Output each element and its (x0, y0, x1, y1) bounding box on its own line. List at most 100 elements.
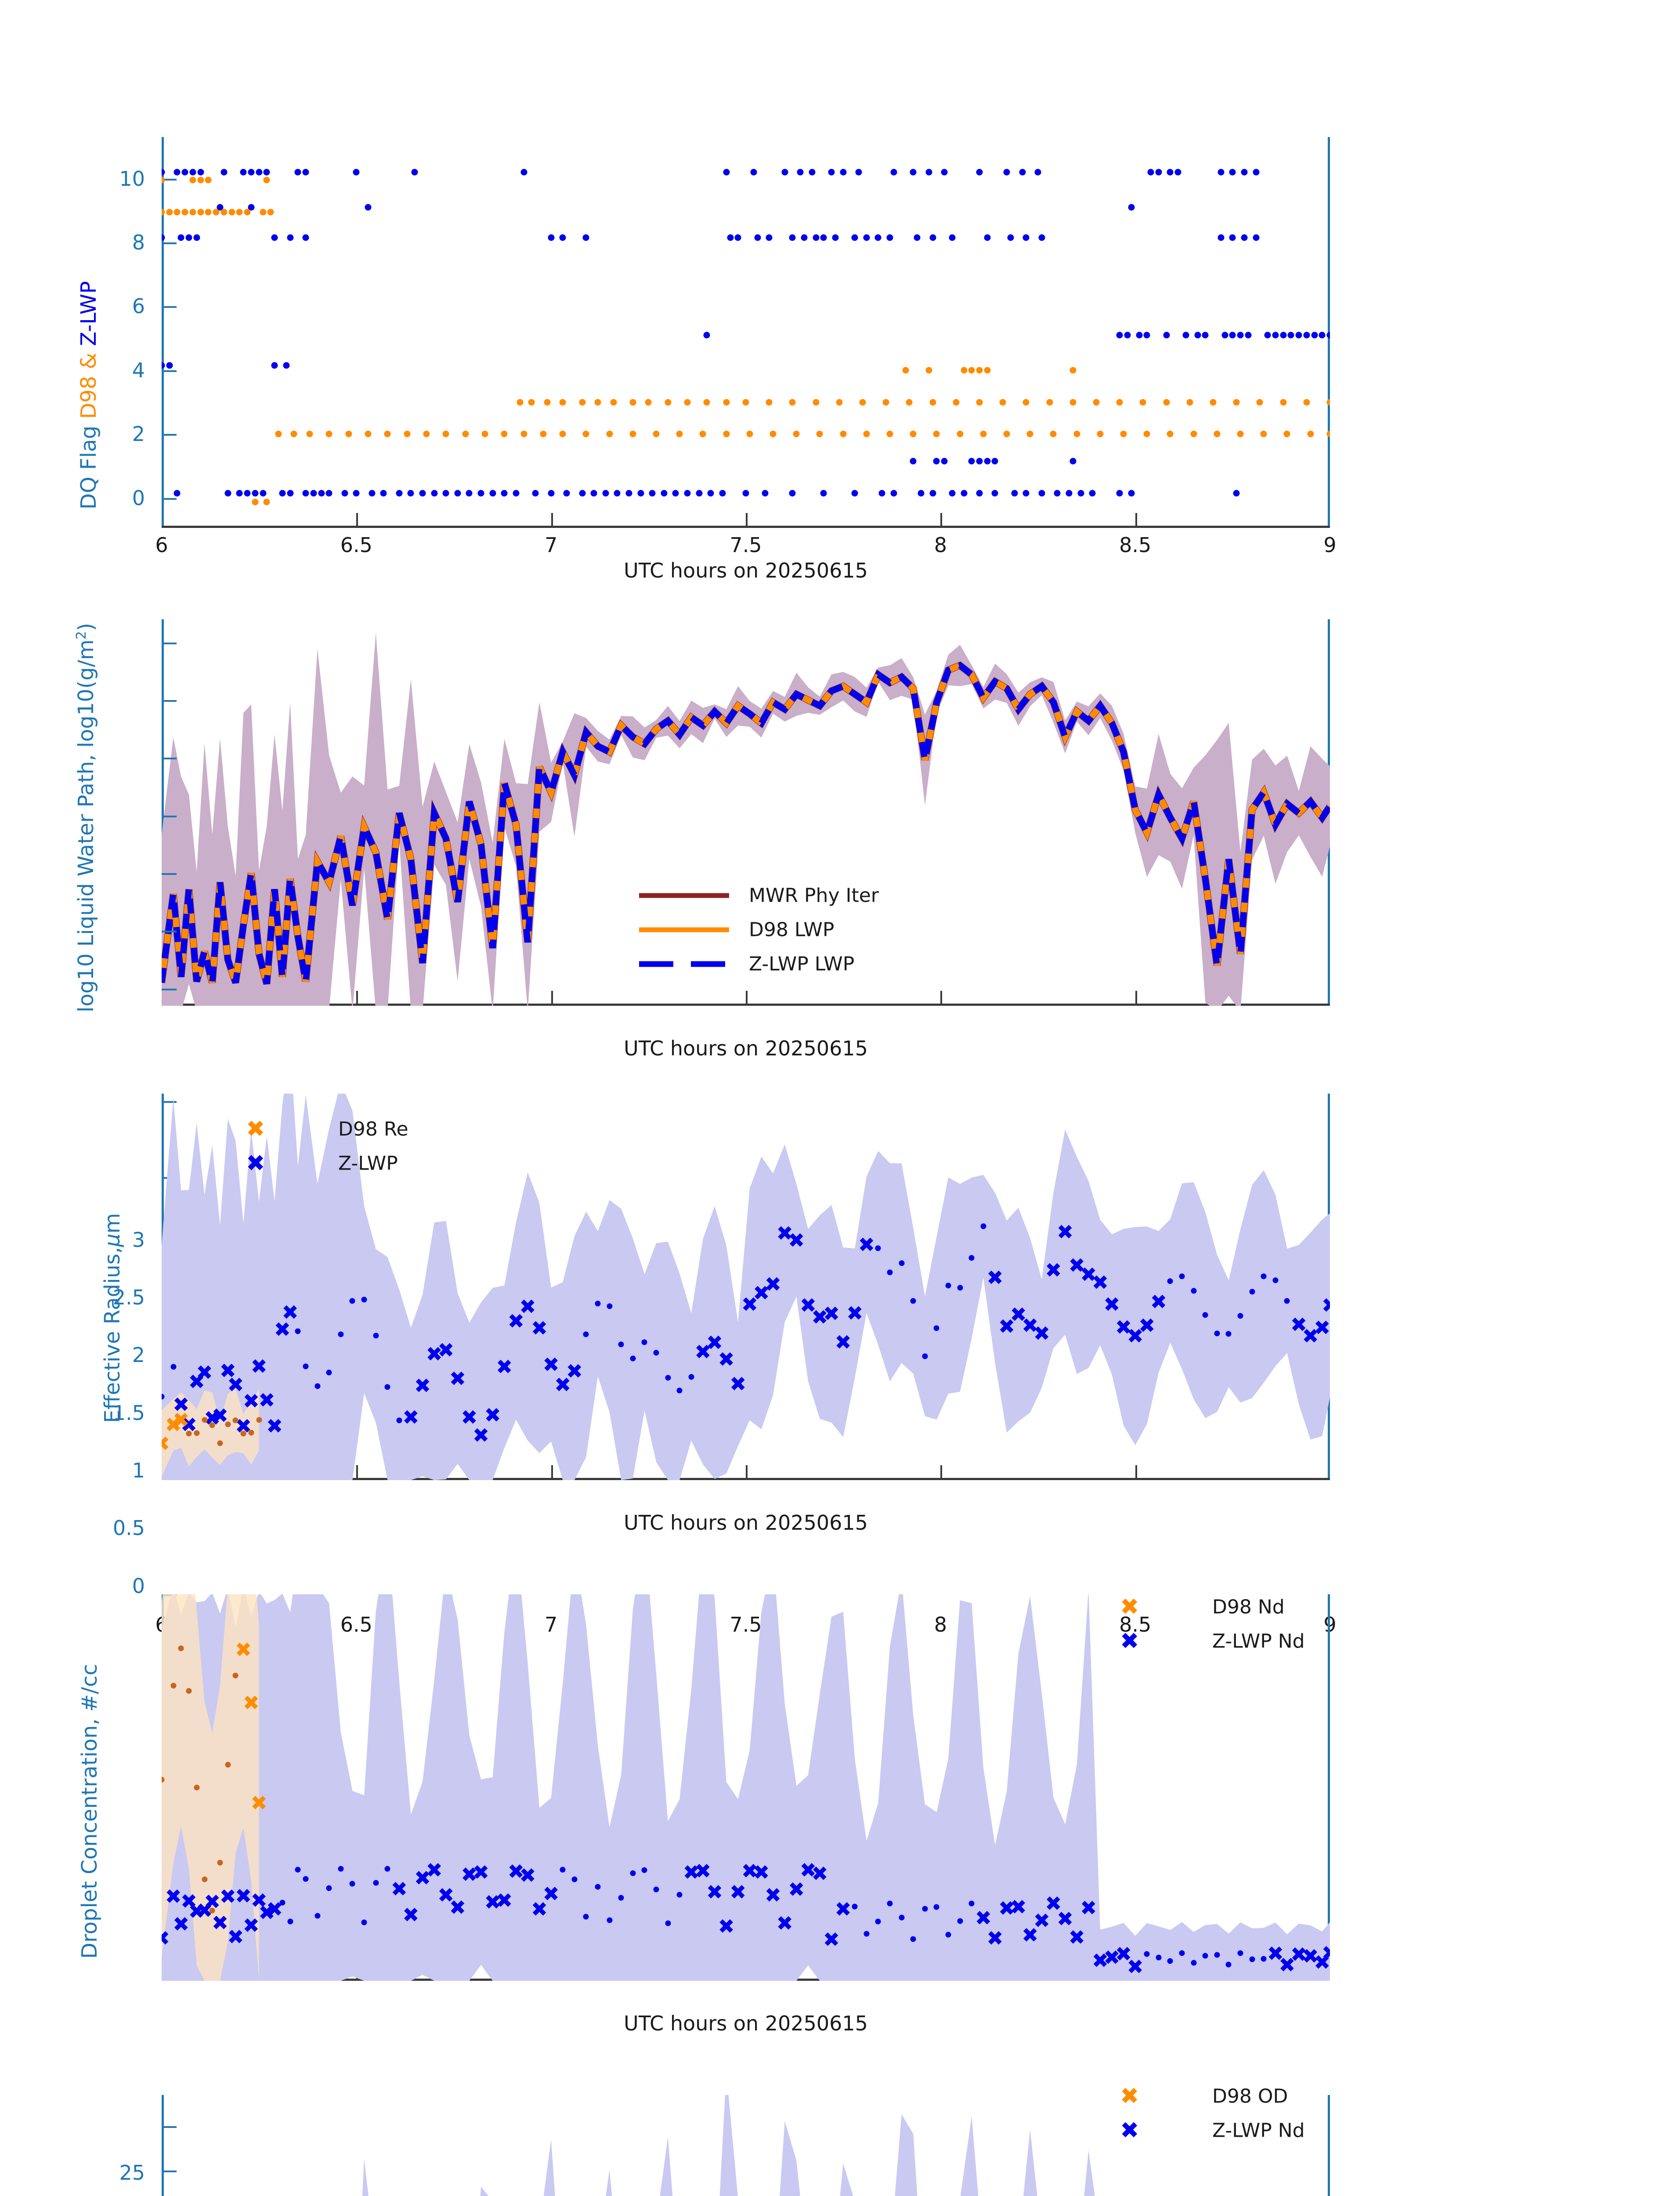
data-point (925, 169, 932, 176)
data-point-marker: ✖ (1302, 1324, 1319, 1348)
y-tick (162, 642, 177, 644)
legend-label-d98-od: D98 OD (1212, 2085, 1288, 2108)
data-point (980, 430, 987, 437)
data-point (941, 458, 948, 465)
data-point-marker: ✖ (250, 1354, 267, 1379)
data-point (1326, 399, 1330, 406)
data-point (1245, 332, 1252, 339)
data-point (976, 399, 983, 406)
data-point (236, 209, 243, 216)
data-point (1182, 332, 1189, 339)
data-point-marker: ✖ (718, 1347, 735, 1372)
data-point-marker (1202, 1953, 1208, 1959)
data-point-marker: ✖ (495, 1889, 513, 1913)
data-point-marker (665, 1920, 671, 1926)
y-tick (162, 434, 177, 436)
x-tick (551, 991, 553, 1006)
y-axis-title-nd: Droplet Concentration, #/cc (77, 1664, 102, 1959)
data-point (1143, 430, 1150, 437)
data-point (205, 177, 212, 184)
data-point (984, 458, 991, 465)
data-point-marker (303, 1876, 309, 1882)
data-point-marker: ✖ (788, 1228, 805, 1252)
data-point-marker: ✖ (799, 1293, 817, 1317)
x-tick (940, 513, 943, 528)
data-point (1069, 367, 1077, 374)
data-point (197, 177, 204, 184)
data-point (1218, 169, 1225, 176)
data-point-marker (968, 1255, 975, 1261)
data-point (365, 430, 372, 437)
y-tick-label: 1 (132, 1458, 145, 1482)
data-point-marker: ✖ (846, 1301, 863, 1325)
data-point (813, 399, 820, 406)
x-tick (1135, 991, 1137, 1006)
y-tick-label: 2 (132, 1343, 145, 1367)
data-point-marker: ✖ (1290, 1943, 1308, 1967)
legend-swatch-zlwp (639, 961, 729, 967)
data-point (548, 490, 555, 497)
data-point (991, 458, 998, 465)
data-point-marker: ✖ (1313, 1316, 1330, 1340)
data-point-marker (968, 1900, 975, 1907)
data-point-marker: ✖ (1267, 1941, 1284, 1965)
data-point (665, 399, 672, 406)
data-point (287, 490, 294, 497)
data-point-marker (933, 1904, 939, 1910)
data-point-marker: ✖ (258, 1900, 275, 1925)
data-point-marker (676, 1892, 683, 1898)
data-point-marker (373, 1880, 379, 1886)
data-point (653, 430, 660, 437)
plot-area-nd: ✖ ✖ ✖ ✖ ✖ ✖ ✖ ✖ ✖ ✖ ✖ ✖ ✖ ✖ ✖ ✖ ✖ ✖ ✖ ✖ ✖ ✖ ✖ ✖ ✖ ✖ ✖ ✖ ✖ ✖ ✖ ✖ ✖ ✖ ✖ ✖ ✖ ✖ ✖ ✖… (162, 1594, 1330, 1981)
y-tick-label: 10 (119, 166, 145, 191)
data-point-marker (641, 1339, 647, 1345)
data-point-marker: ✖ (1080, 1262, 1097, 1286)
data-point (162, 169, 165, 176)
data-point (1128, 490, 1135, 497)
data-point (162, 234, 165, 241)
legend-label-d98-nd: D98 Nd (1212, 1596, 1285, 1618)
data-point (404, 430, 411, 437)
data-point (310, 490, 317, 497)
legend-marker-zlwp-re: ✖ (246, 1150, 265, 1177)
data-point-marker: ✖ (1127, 1954, 1144, 1979)
x-tick-label: 8.5 (1119, 533, 1152, 557)
data-point (1326, 430, 1330, 437)
data-point (173, 490, 181, 497)
data-point-marker: ✖ (519, 1294, 536, 1318)
data-point (396, 490, 403, 497)
data-point-marker (618, 1895, 624, 1901)
plot-area-lwp (162, 619, 1330, 1006)
data-point (271, 362, 278, 369)
data-point-marker (945, 1282, 951, 1289)
data-point-marker (653, 1350, 659, 1356)
x-tick-label: 6.5 (340, 533, 372, 557)
y-tick (162, 306, 177, 308)
data-point (271, 234, 278, 241)
z-lwp-lwp-line (162, 662, 1330, 985)
data-point-marker: ✖ (776, 1911, 793, 1935)
data-point-marker (571, 1876, 578, 1882)
legend-label-d98: D98 LWP (749, 918, 835, 941)
data-point-marker: ✖ (1279, 1953, 1296, 1977)
legend-label-zlwp-nd: Z-LWP Nd (1212, 1630, 1305, 1653)
data-point-marker: ✖ (1150, 1290, 1167, 1314)
data-point-marker (1261, 1956, 1267, 1962)
data-point (1237, 430, 1244, 437)
data-point-marker: ✖ (858, 1233, 875, 1257)
data-point (723, 169, 730, 176)
data-point (929, 399, 936, 406)
data-point (949, 490, 956, 497)
data-point-marker: ✖ (1010, 1895, 1027, 1919)
data-point (703, 332, 710, 339)
data-point-marker: ✖ (173, 1912, 190, 1936)
data-point-marker (396, 1417, 402, 1423)
data-point (1022, 234, 1030, 241)
legend-marker-d98-od: ✖ (1120, 2083, 1139, 2109)
data-point-marker-d98 (202, 1417, 208, 1423)
data-point (629, 399, 636, 406)
data-point (260, 490, 267, 497)
data-point (789, 234, 796, 241)
legend-label-mwr: MWR Phy Iter (749, 884, 879, 907)
data-point-marker: ✖ (1103, 1946, 1120, 1970)
